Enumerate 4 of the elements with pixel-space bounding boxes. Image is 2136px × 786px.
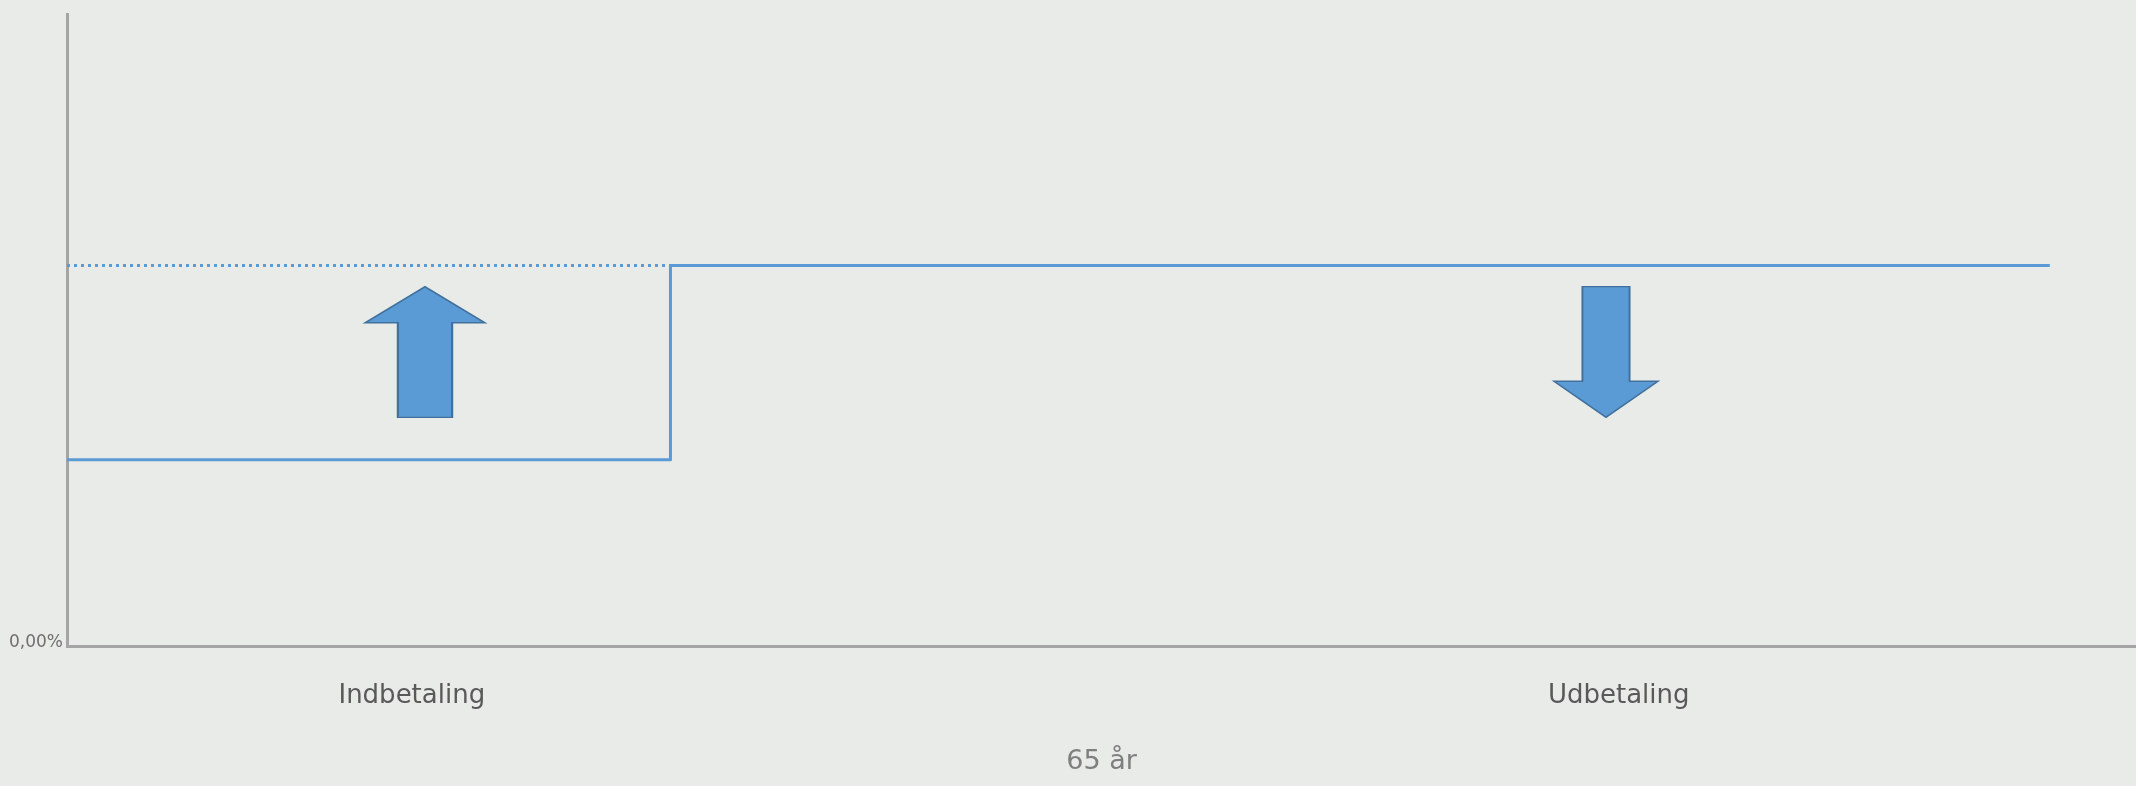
x-tick-label: Udbetaling	[1547, 678, 1690, 709]
text: 0,00%	[8, 630, 63, 651]
x-tick-label: Indbetaling	[338, 678, 486, 709]
x-axis-title: 65 år	[1066, 743, 1138, 775]
